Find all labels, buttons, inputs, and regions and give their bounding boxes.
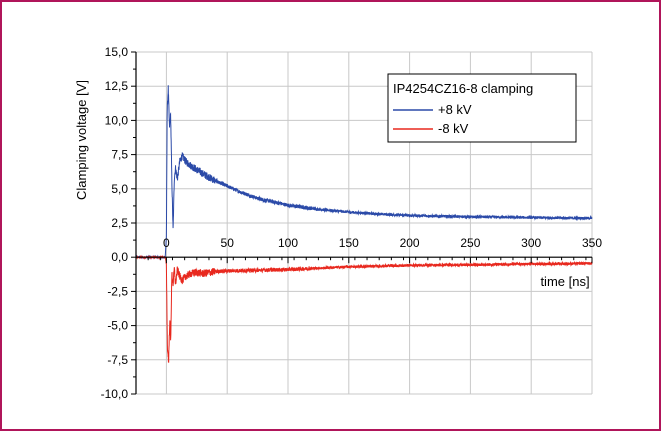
series-line-0 bbox=[135, 85, 593, 260]
y-tick-label: 5,0 bbox=[111, 182, 128, 196]
series-layer bbox=[135, 85, 593, 363]
x-tick-label: 100 bbox=[278, 236, 298, 250]
legend-box bbox=[387, 73, 577, 143]
y-tick-label: -5,0 bbox=[107, 319, 128, 333]
y-tick-label: 2,5 bbox=[111, 216, 128, 230]
legend: IP4254CZ16-8 clamping +8 kV -8 kV bbox=[387, 73, 577, 143]
x-tick-label: 250 bbox=[460, 236, 480, 250]
x-tick-label: 0 bbox=[163, 236, 170, 250]
y-tick-label: -7,5 bbox=[107, 353, 128, 367]
axes bbox=[131, 51, 593, 395]
x-tick-label: 200 bbox=[400, 236, 420, 250]
y-tick-label: 15,0 bbox=[105, 45, 129, 59]
legend-label-plus-8kv: +8 kV bbox=[438, 102, 472, 117]
x-tick-label: 50 bbox=[221, 236, 235, 250]
series-line-1 bbox=[135, 254, 593, 363]
legend-label-minus-8kv: -8 kV bbox=[438, 121, 469, 136]
x-tick-label: 350 bbox=[582, 236, 602, 250]
y-tick-label: -10,0 bbox=[101, 387, 129, 401]
y-tick-label: -2,5 bbox=[107, 284, 128, 298]
y-tick-label: 12,5 bbox=[105, 79, 129, 93]
legend-title: IP4254CZ16-8 clamping bbox=[393, 81, 533, 96]
tick-labels: -10,0 -7,5 -5,0 -2,5 0,0 2,5 5,0 7,5 10,0 12,5 15,… bbox=[101, 45, 603, 401]
y-tick-label: 0,0 bbox=[111, 250, 128, 264]
x-axis-title: time [ns] bbox=[540, 274, 589, 289]
x-tick-label: 150 bbox=[339, 236, 359, 250]
y-axis-title: Clamping voltage [V] bbox=[74, 80, 89, 200]
y-tick-label: 10,0 bbox=[105, 113, 129, 127]
y-tick-label: 7,5 bbox=[111, 148, 128, 162]
x-tick-label: 300 bbox=[521, 236, 541, 250]
